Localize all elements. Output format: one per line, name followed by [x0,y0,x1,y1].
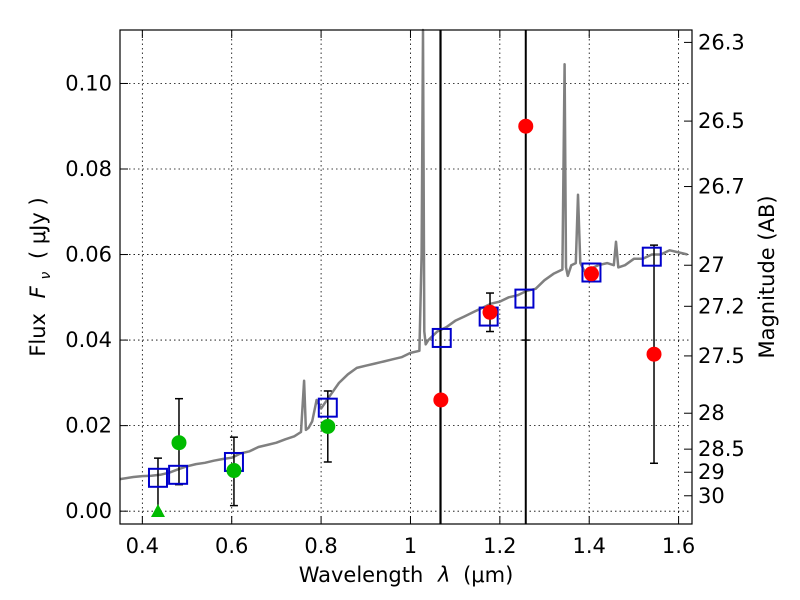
x-tick-label: 1.4 [573,534,606,558]
x-tick-label: 0.6 [215,534,248,558]
mag-tick-label: 30 [698,484,725,508]
model-photometry-square [431,327,452,348]
mag-tick-label: 26.3 [698,30,745,54]
model-photometry-square [641,246,662,267]
y-tick-label: 0.06 [65,243,112,267]
y-tick-label: 0.10 [65,71,112,95]
x-tick-label: 1.2 [483,534,516,558]
mag-tick-label: 27.2 [698,294,745,318]
y-tick-label: 0.04 [65,328,112,352]
red-detection-point [518,118,534,134]
x-tick-label: 0.8 [304,534,337,558]
green-detection-point [226,463,242,479]
model-photometry-square [317,397,338,418]
y-tick-label: 0.00 [65,499,112,523]
plot-frame [119,29,693,525]
model-photometry-square [147,467,168,488]
ticks-layer: 0.4 0.6 0.8 1 1.2 1.4 1.6 0.00 0.02 0.04 0.06 0.08 0… [65,30,745,558]
red-detection-point [646,346,662,362]
y-tick-label: 0.08 [65,157,112,181]
mag-tick-label: 26.7 [698,175,745,199]
mag-tick-label: 28.5 [698,437,745,461]
green-detection-point [171,435,187,451]
red-detection-point [583,266,599,282]
model-photometry-square [168,464,189,485]
red-detection-point [482,304,498,320]
red-detection-point [433,392,449,408]
x-axis-label: Wavelength λ (μm) [299,563,514,587]
mag-tick-label: 28 [698,401,725,425]
green-detection-point [320,418,336,434]
mag-tick-label: 27 [698,253,725,277]
mag-tick-label: 26.5 [698,109,745,133]
upper-limit-triangle [150,504,165,518]
vertical-lines-layer [439,30,527,524]
mag-tick-label: 29 [698,460,725,484]
x-tick-label: 1.6 [662,534,695,558]
x-tick-label: 1 [404,534,417,558]
y2-axis-label: Magnitude (AB) [755,195,779,358]
grid-layer [120,30,692,524]
y-axis-label: Flux F ν ( μJy ) [26,197,55,356]
y-tick-label: 0.02 [65,414,112,438]
model-photometry-square [514,288,535,309]
model-photometry-square [581,262,602,283]
markers-layer [147,118,662,518]
mag-tick-label: 27.5 [698,344,745,368]
x-tick-label: 0.4 [126,534,159,558]
